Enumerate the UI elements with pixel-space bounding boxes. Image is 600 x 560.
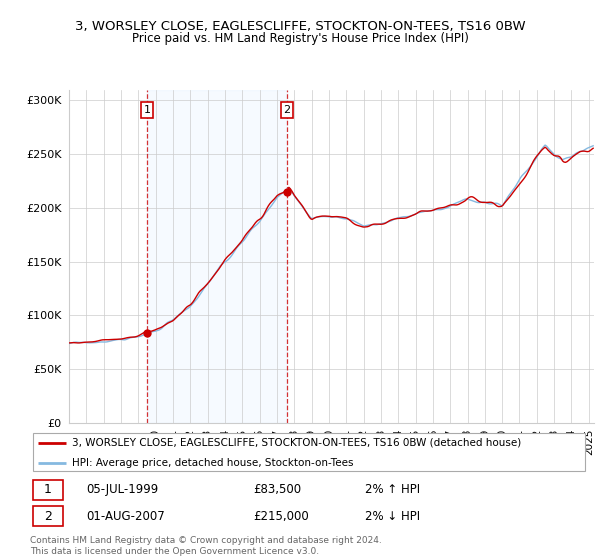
Text: Price paid vs. HM Land Registry's House Price Index (HPI): Price paid vs. HM Land Registry's House …	[131, 32, 469, 45]
FancyBboxPatch shape	[33, 506, 64, 526]
Text: £215,000: £215,000	[253, 510, 309, 522]
Text: HPI: Average price, detached house, Stockton-on-Tees: HPI: Average price, detached house, Stoc…	[72, 458, 353, 468]
Text: 1: 1	[143, 105, 151, 115]
Text: 05-JUL-1999: 05-JUL-1999	[86, 483, 158, 496]
Text: 01-AUG-2007: 01-AUG-2007	[86, 510, 164, 522]
Text: 3, WORSLEY CLOSE, EAGLESCLIFFE, STOCKTON-ON-TEES, TS16 0BW: 3, WORSLEY CLOSE, EAGLESCLIFFE, STOCKTON…	[74, 20, 526, 32]
Text: 2: 2	[44, 510, 52, 522]
Text: 2% ↓ HPI: 2% ↓ HPI	[365, 510, 420, 522]
Text: £83,500: £83,500	[253, 483, 301, 496]
FancyBboxPatch shape	[33, 433, 585, 471]
Text: 3, WORSLEY CLOSE, EAGLESCLIFFE, STOCKTON-ON-TEES, TS16 0BW (detached house): 3, WORSLEY CLOSE, EAGLESCLIFFE, STOCKTON…	[72, 437, 521, 447]
Bar	[147, 90, 287, 423]
FancyBboxPatch shape	[33, 480, 64, 500]
Text: 2% ↑ HPI: 2% ↑ HPI	[365, 483, 420, 496]
Text: 2: 2	[283, 105, 290, 115]
Text: 1: 1	[44, 483, 52, 496]
Text: Contains HM Land Registry data © Crown copyright and database right 2024.
This d: Contains HM Land Registry data © Crown c…	[30, 536, 382, 556]
